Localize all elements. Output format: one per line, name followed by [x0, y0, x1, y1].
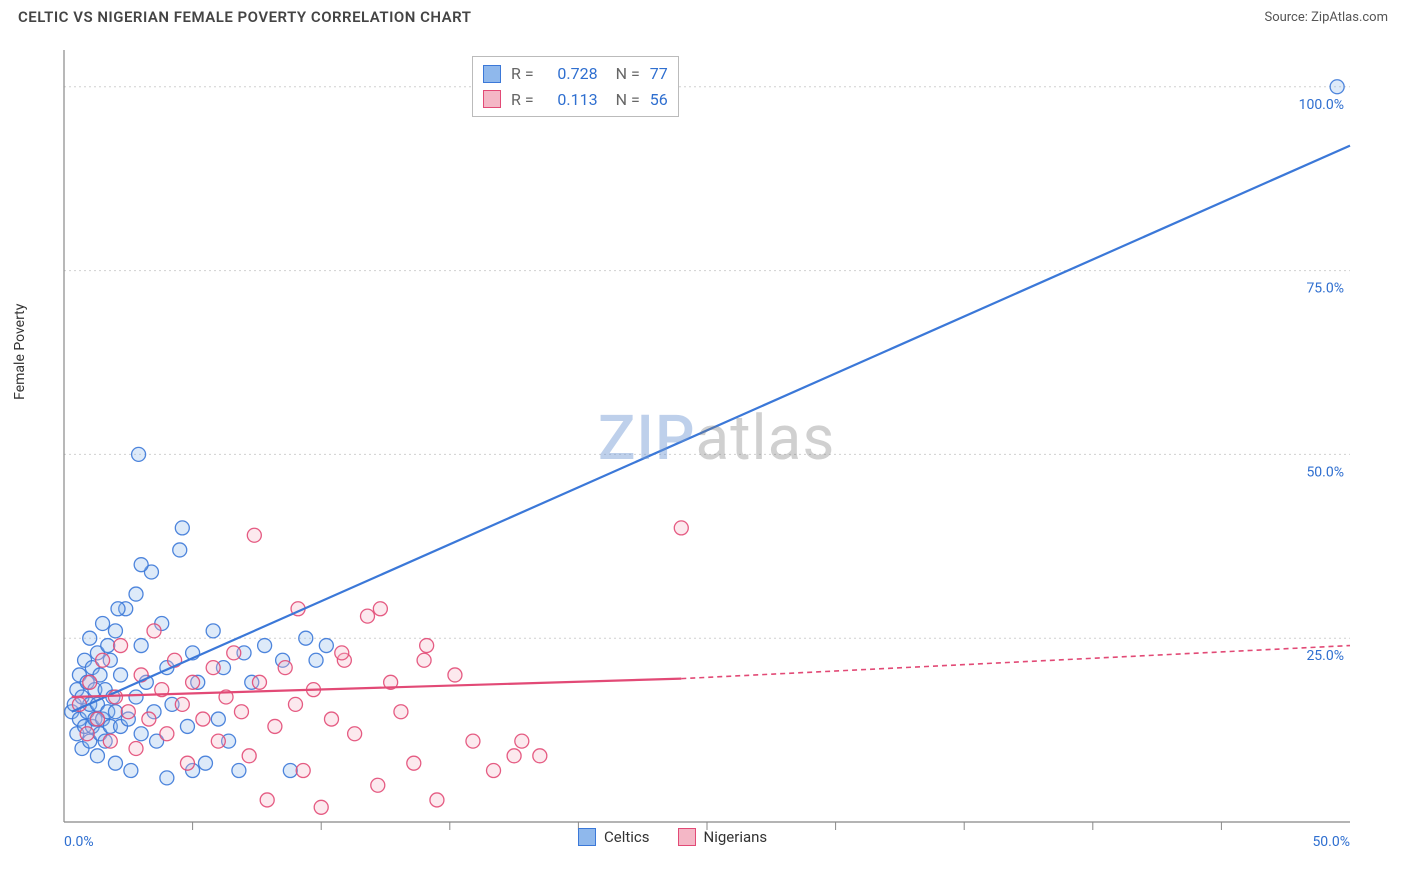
chart-container: Female Poverty 25.0%50.0%75.0%100.0%0.0%… [18, 32, 1388, 864]
stats-row: R =0.728N =77 [483, 61, 668, 87]
svg-text:50.0%: 50.0% [1312, 834, 1350, 850]
series-legend: Celtics Nigerians [578, 828, 767, 846]
stats-legend: R =0.728N =77R =0.113N =56 [472, 56, 679, 117]
source-label: Source: [1264, 10, 1311, 25]
stats-row: R =0.113N =56 [483, 87, 668, 113]
chart-title: CELTIC VS NIGERIAN FEMALE POVERTY CORREL… [18, 8, 471, 26]
series-swatch [678, 828, 696, 846]
svg-text:0.0%: 0.0% [64, 834, 94, 850]
svg-text:50.0%: 50.0% [1306, 464, 1344, 480]
source-attribution: Source: ZipAtlas.com [1264, 10, 1388, 25]
series-swatch [578, 828, 596, 846]
scatter-chart: 25.0% 50.0% 75.0% 100.0% 0.0% 50.0% [18, 32, 1388, 864]
legend-label: Nigerians [704, 828, 768, 846]
y-axis-label: Female Poverty [12, 304, 28, 400]
series-swatch [483, 65, 501, 83]
svg-text:25.0%: 25.0% [1306, 648, 1344, 664]
svg-text:100.0%: 100.0% [1299, 97, 1344, 113]
source-value: ZipAtlas.com [1311, 10, 1388, 25]
legend-item: Celtics [578, 828, 650, 846]
svg-text:75.0%: 75.0% [1306, 281, 1344, 297]
series-swatch [483, 90, 501, 108]
legend-label: Celtics [604, 828, 650, 846]
legend-item: Nigerians [678, 828, 768, 846]
